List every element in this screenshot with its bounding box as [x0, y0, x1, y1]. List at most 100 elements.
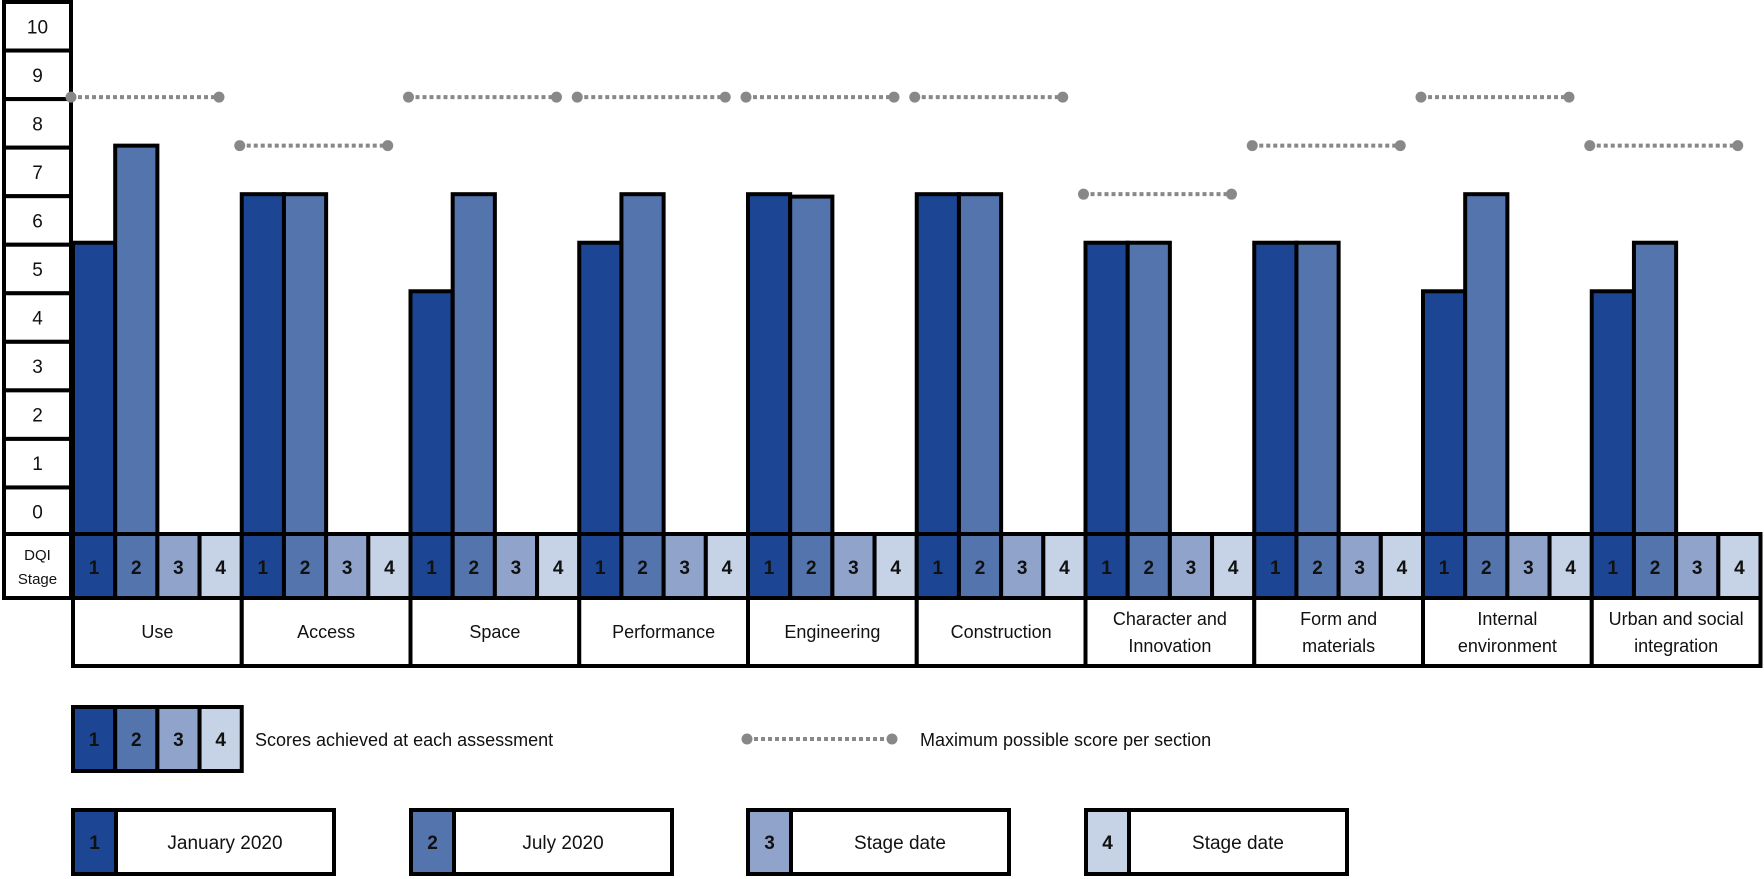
y-tick-label: 5: [32, 260, 43, 281]
bar-character-and-innovation-stage-1: [1083, 240, 1130, 537]
category-label: Construction: [951, 622, 1052, 642]
stage-number: 3: [342, 558, 353, 579]
stage-number: 1: [933, 558, 944, 579]
bar-internal-environment-stage-1: [1421, 289, 1468, 537]
max-score-dot: [403, 91, 414, 103]
bar-engineering-stage-1: [746, 192, 793, 536]
y-axis-cell: [2, 436, 73, 490]
dqi-stage-header-cell: [2, 532, 73, 600]
stage-cell: [1589, 532, 1636, 600]
stage-number: 1: [595, 558, 606, 579]
category-cell: [239, 596, 413, 668]
stage-number: 3: [1354, 558, 1365, 579]
y-tick-label: 4: [32, 309, 43, 330]
category-label: Access: [297, 622, 355, 642]
legend-stage-swatch: [71, 705, 118, 773]
legend-max-label: Maximum possible score per section: [920, 730, 1211, 750]
category-label: Engineering: [784, 622, 880, 642]
max-score-dot: [551, 91, 562, 103]
stage-date-number: 4: [1102, 833, 1113, 854]
max-score-dot: [1246, 140, 1258, 152]
stage-date-swatch: [1084, 808, 1131, 876]
category-cell: [746, 596, 919, 668]
bar-use-stage-1: [71, 240, 118, 537]
stage-date-number: 2: [427, 833, 438, 854]
category-label: integration: [1634, 636, 1718, 656]
stage-date-label: July 2020: [522, 833, 603, 854]
stage-number: 4: [1059, 558, 1070, 579]
stage-number: 3: [1186, 558, 1197, 579]
stage-cell: [71, 532, 118, 600]
max-score-dot: [213, 91, 225, 103]
category-label: Character and: [1113, 609, 1227, 629]
stage-number: 4: [890, 558, 901, 579]
stage-number: 4: [1734, 558, 1745, 579]
stage-number: 4: [1228, 558, 1239, 579]
stage-number: 1: [89, 558, 100, 579]
max-score-dot: [65, 91, 77, 103]
y-tick-label: 0: [32, 503, 43, 524]
category-cell: [71, 596, 244, 668]
bar-construction-stage-1: [914, 192, 961, 536]
category-label: Internal: [1477, 609, 1537, 629]
stage-cell: [619, 532, 666, 600]
max-score-dot: [740, 91, 752, 103]
category-cell: [1421, 596, 1594, 668]
category-label: Innovation: [1128, 636, 1211, 656]
max-score-dot: [1057, 91, 1069, 103]
stage-number: 4: [1397, 558, 1408, 579]
stage-number: 3: [1692, 558, 1703, 579]
bar-internal-environment-stage-2: [1463, 192, 1510, 536]
stage-number: 1: [1270, 558, 1281, 579]
stage-date-swatch: [71, 808, 118, 876]
legend-stage-swatch: [155, 705, 202, 773]
stage-number: 2: [975, 558, 986, 579]
stage-cell: [1674, 532, 1721, 600]
stage-number: 3: [848, 558, 859, 579]
stage-number: 3: [1523, 558, 1534, 579]
y-tick-label: 9: [32, 66, 43, 87]
max-score-dot: [719, 91, 731, 103]
category-label: Urban and social: [1609, 609, 1744, 629]
bar-character-and-innovation-stage-2: [1125, 240, 1172, 537]
stage-date-swatch: [409, 808, 456, 876]
bar-access-stage-2: [281, 192, 329, 536]
stage-number: 2: [131, 558, 142, 579]
stage-date-number: 3: [764, 833, 775, 854]
stage-number: 4: [215, 558, 226, 579]
stage-cell: [492, 532, 540, 600]
y-tick-label: 8: [32, 114, 43, 135]
bar-use-stage-2: [113, 143, 160, 537]
y-tick-label: 2: [32, 406, 43, 427]
stage-number: 3: [1017, 558, 1028, 579]
stage-date-label: January 2020: [167, 833, 282, 854]
bar-urban-and-social-integration-stage-2: [1631, 240, 1679, 537]
stage-number: 4: [1565, 558, 1576, 579]
legend-max-dot: [886, 733, 898, 745]
stage-number: 1: [426, 558, 437, 579]
y-tick-label: 3: [32, 357, 43, 378]
bar-urban-and-social-integration-stage-1: [1589, 289, 1636, 537]
category-label: Space: [469, 622, 520, 642]
category-label: Form and: [1300, 609, 1377, 629]
max-score-dot: [571, 91, 583, 103]
legend-stage-number: 4: [215, 730, 226, 751]
stage-number: 4: [553, 558, 564, 579]
stage-date-label: Stage date: [854, 833, 946, 854]
max-score-dot: [1226, 188, 1237, 200]
stage-date-swatch: [746, 808, 793, 876]
max-score-dot: [909, 91, 921, 103]
stage-number: 3: [679, 558, 690, 579]
stage-number: 2: [806, 558, 817, 579]
y-tick-label: 10: [27, 17, 48, 38]
stage-number: 1: [1608, 558, 1619, 579]
stage-cell: [366, 532, 413, 600]
category-label: environment: [1458, 636, 1557, 656]
legend-scores-label: Scores achieved at each assessment: [255, 730, 553, 750]
stage-cell: [1421, 532, 1468, 600]
stage-number: 3: [511, 558, 522, 579]
stage-date-number: 1: [89, 833, 100, 854]
stage-number: 2: [637, 558, 648, 579]
stage-number: 4: [722, 558, 733, 579]
